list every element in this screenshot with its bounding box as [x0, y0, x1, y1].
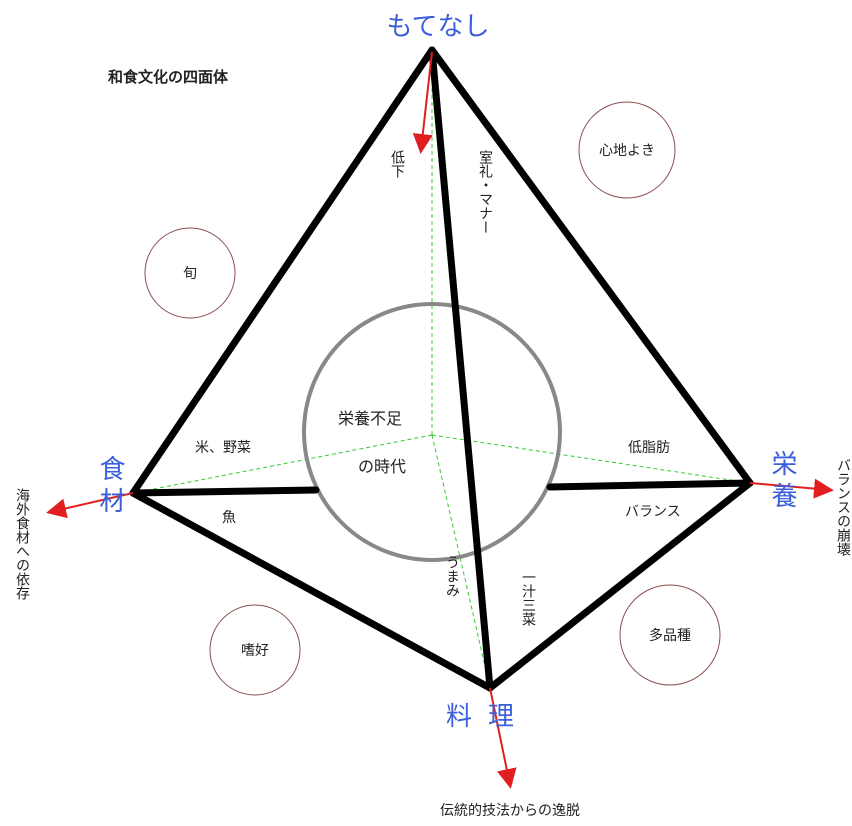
edge-label: 低脂肪	[628, 440, 670, 456]
edge-label: バランス	[625, 504, 681, 520]
vertex-label: 食材	[95, 455, 125, 519]
arrow-label: バランスの崩壊	[835, 458, 851, 557]
edge-label: 一汁三菜	[520, 570, 536, 626]
circle-label: 嗜好	[241, 643, 269, 659]
guides	[132, 50, 751, 689]
edge-label: 米、野菜	[195, 440, 251, 456]
edge-label: うまみ	[444, 555, 460, 597]
vertex-label: 栄養	[767, 450, 797, 514]
edge-label: 室礼・マナー	[477, 149, 493, 234]
circle	[619, 584, 721, 686]
arrow-label: 伝統的技法からの逸脱	[440, 803, 580, 819]
circle-label: 旬	[183, 266, 197, 282]
edge-label: 低下	[389, 150, 405, 178]
edges	[129, 46, 754, 692]
center-circle	[302, 302, 562, 562]
circle	[578, 101, 676, 199]
arrows	[46, 51, 834, 789]
center-label: 栄養不足	[338, 409, 402, 428]
vertex-label: もてなし	[387, 12, 490, 42]
edge-label: 魚	[222, 510, 236, 526]
circle-label: 多品種	[649, 627, 691, 644]
circle	[144, 227, 236, 319]
vertex-label: 料理	[446, 702, 530, 732]
arrow-label: 海外食材への依存	[14, 488, 30, 600]
title: 和食文化の四面体	[108, 68, 229, 86]
center-label: の時代	[358, 457, 406, 476]
circle	[209, 604, 301, 696]
circle-label: 心地よき	[599, 143, 655, 159]
